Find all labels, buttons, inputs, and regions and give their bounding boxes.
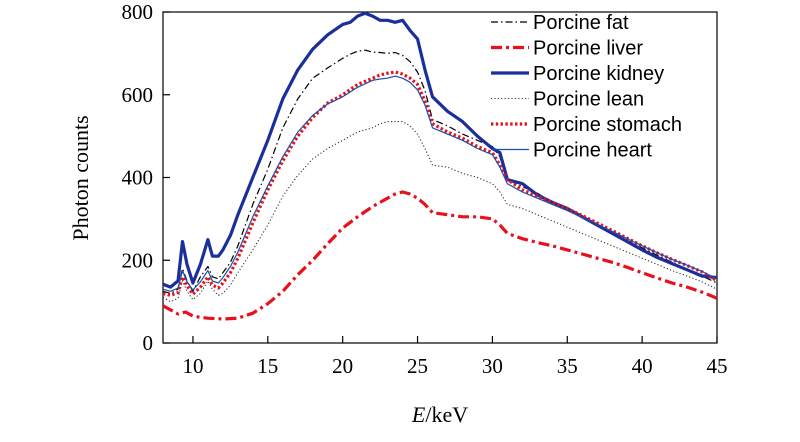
plot-frame <box>162 11 718 344</box>
x-tick-label-6: 40 <box>632 354 653 378</box>
x-tick-label-4: 30 <box>482 354 503 378</box>
legend-label-porcine-liver: Porcine liver <box>533 38 643 60</box>
x-axis-title: E/keV <box>411 402 468 427</box>
x-tick-label-1: 15 <box>257 354 278 378</box>
series-line-porcine-heart <box>162 75 718 292</box>
x-axis-title-variable: E <box>411 402 426 427</box>
series-lines <box>162 11 718 321</box>
x-tick-label-5: 35 <box>557 354 578 378</box>
x-tick-label-2: 20 <box>332 354 353 378</box>
x-axis-title-unit: /keV <box>425 402 468 427</box>
y-axis-title: Photon counts <box>68 115 93 240</box>
legend-label-porcine-lean: Porcine lean <box>533 89 644 111</box>
y-axis-ticks: 0 200 400 600 800 <box>122 0 170 355</box>
series-line-porcine-liver <box>162 190 718 321</box>
y-tick-label-0: 0 <box>143 331 154 355</box>
y-tick-label-2: 400 <box>122 166 154 190</box>
legend-label-porcine-heart: Porcine heart <box>533 140 652 162</box>
x-tick-label-0: 10 <box>182 354 203 378</box>
x-tick-label-7: 45 <box>707 354 728 378</box>
y-tick-label-1: 200 <box>122 248 154 272</box>
legend-label-porcine-kidney: Porcine kidney <box>533 63 664 85</box>
legend: Porcine fat Porcine liver Porcine kidney Po… <box>491 12 682 162</box>
series-line-porcine-lean <box>162 121 718 303</box>
y-tick-label-4: 800 <box>122 0 154 24</box>
x-axis-ticks: 10 15 20 25 30 35 40 45 <box>182 336 728 378</box>
x-tick-label-3: 25 <box>407 354 428 378</box>
legend-label-porcine-stomach: Porcine stomach <box>533 114 682 136</box>
legend-label-porcine-fat: Porcine fat <box>533 12 629 34</box>
series-line-porcine-fat <box>162 49 718 294</box>
y-tick-label-3: 600 <box>122 83 154 107</box>
